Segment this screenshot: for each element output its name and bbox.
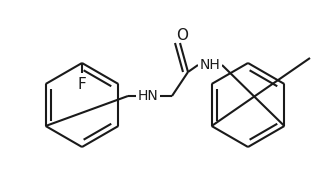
Text: F: F	[77, 77, 86, 92]
Text: HN: HN	[138, 89, 158, 103]
Text: NH: NH	[199, 58, 220, 72]
Text: O: O	[176, 28, 188, 43]
